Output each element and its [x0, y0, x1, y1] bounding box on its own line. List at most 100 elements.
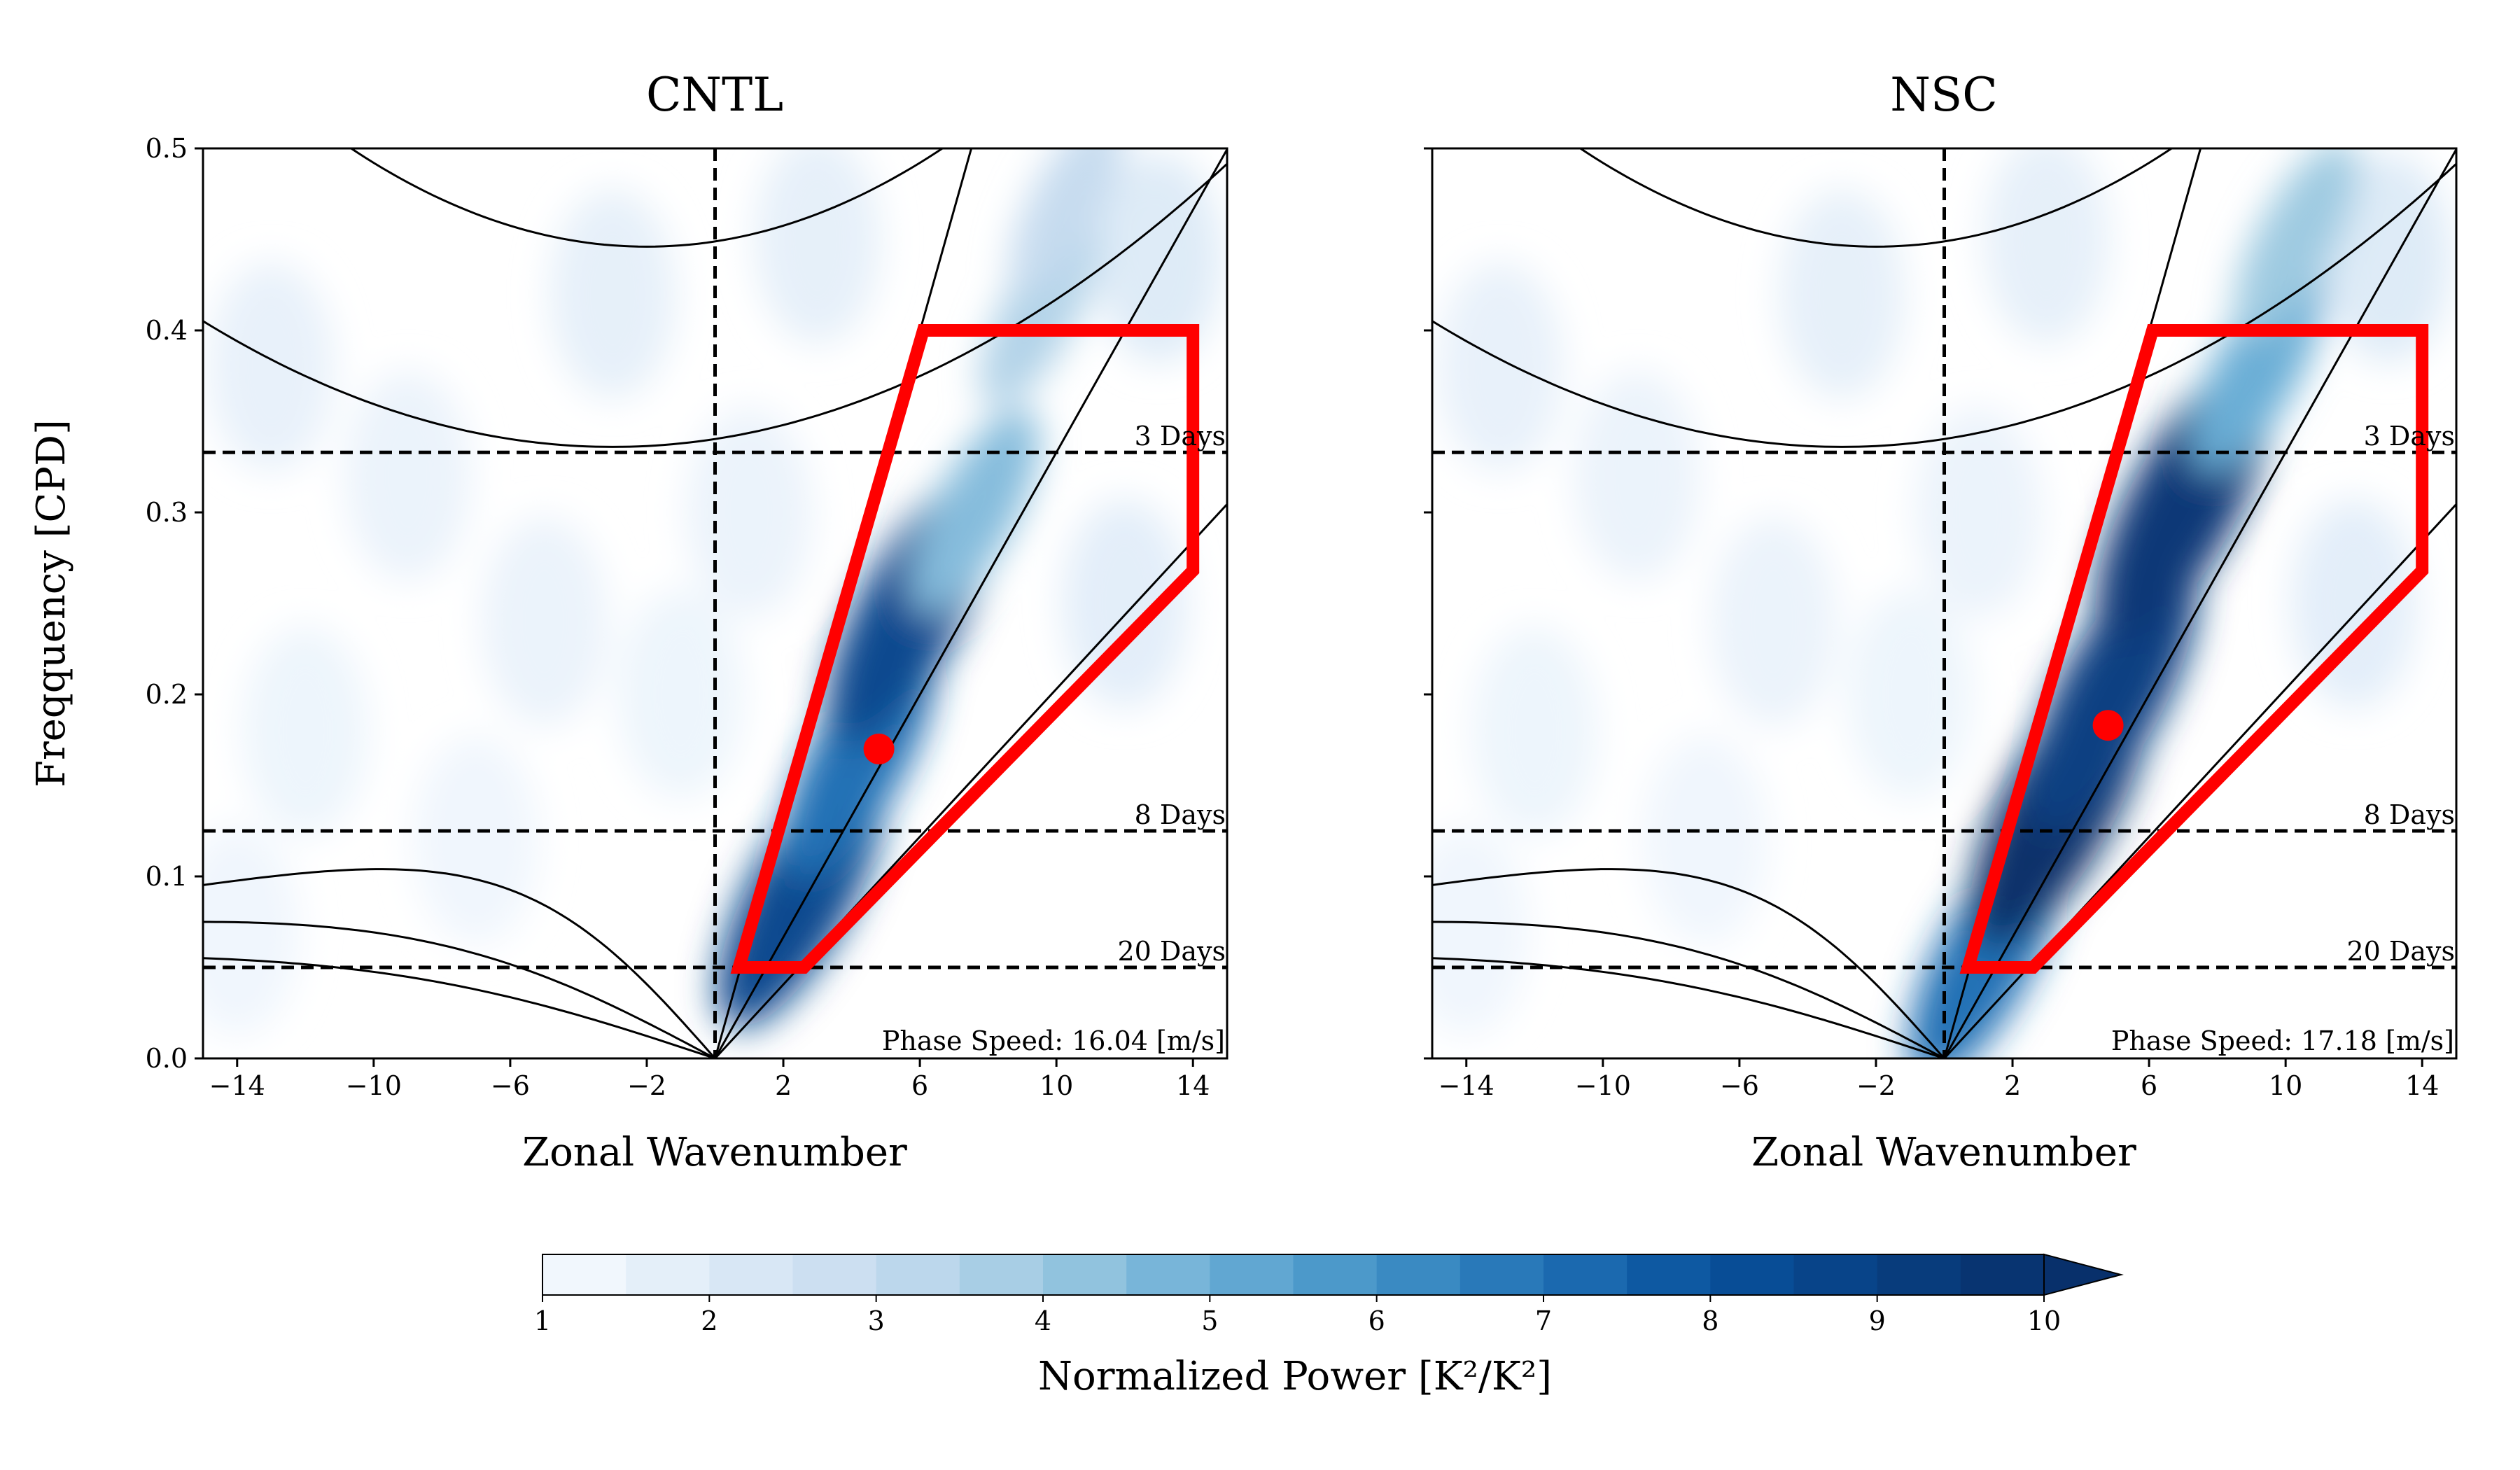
analysis-box — [730, 324, 1200, 974]
x-tick-label: 14 — [2405, 1070, 2439, 1101]
background-power-spot — [686, 407, 813, 617]
colorbar-label: Normalized Power [K²/K²] — [1038, 1354, 1552, 1399]
power-field — [1432, 148, 2451, 1058]
background-power-spot — [1642, 735, 1769, 945]
background-power-spot — [413, 735, 540, 945]
x-tick-label: −14 — [1438, 1070, 1494, 1101]
panel-cntl: CNTL 3 Days 8 Days 20 Days Phase Speed: 16… — [146, 68, 1228, 1175]
background-power-spot — [2325, 153, 2451, 363]
x-tick-label: 10 — [2269, 1070, 2302, 1101]
background-power-spot — [1574, 371, 1700, 581]
x-axis-label: Zonal Wavenumber — [1751, 1130, 2136, 1175]
background-power-spot — [1710, 517, 1837, 727]
y-tick-label: 0.3 — [146, 497, 188, 528]
background-power-spot — [1471, 626, 1598, 836]
background-power-spot — [481, 517, 608, 727]
background-power-spot — [550, 189, 676, 399]
background-power-spot — [1432, 826, 1530, 1036]
colorbar-swatch — [1210, 1254, 1294, 1295]
colorbar-swatches — [542, 1254, 2045, 1295]
x-tick-label: 2 — [775, 1070, 792, 1101]
power-blob — [2191, 260, 2325, 474]
rossby-curve — [203, 920, 716, 1058]
period-labels: 3 Days 8 Days 20 Days — [1117, 421, 1226, 967]
background-power-spot — [1847, 589, 1973, 799]
y-tick-label: 0.5 — [146, 133, 188, 164]
y-tick-label: 0.2 — [146, 679, 188, 710]
background-power-spot — [203, 826, 300, 1036]
colorbar-extend-arrow — [2043, 1253, 2124, 1296]
colorbar-tick-label: 8 — [1702, 1306, 1718, 1336]
ig-curve-n2 — [349, 148, 945, 248]
colorbar-swatch — [1544, 1254, 1628, 1295]
peak-point — [863, 734, 895, 764]
ig-curve-n1 — [1432, 162, 2456, 448]
panel-title: NSC — [1890, 68, 1997, 122]
x-tick-label: −10 — [1575, 1070, 1631, 1101]
power-blob — [909, 409, 1040, 616]
colorbar-swatch — [1793, 1254, 1878, 1295]
colorbar: 1 2 3 4 5 6 7 8 9 10 Normalized Power [K²/K²] — [534, 1253, 2124, 1399]
background-power-spot — [2290, 498, 2417, 708]
background-power-spot — [344, 371, 471, 581]
colorbar-swatch — [1126, 1254, 1210, 1295]
period-label: 20 Days — [2346, 936, 2455, 967]
rossby-curve — [1432, 957, 1945, 1058]
background-power-spot — [617, 589, 744, 799]
colorbar-swatch — [1960, 1254, 2045, 1295]
colorbar-swatch — [1043, 1254, 1127, 1295]
axes-frame — [1431, 147, 2458, 1060]
rossby-curve — [203, 868, 716, 1058]
y-tick-label: 0.0 — [146, 1043, 188, 1074]
colorbar-tick-label: 7 — [1535, 1306, 1552, 1336]
period-label: 3 Days — [1135, 421, 1226, 451]
ig-curve-n1 — [203, 162, 1227, 448]
x-tick-label: 14 — [1176, 1070, 1210, 1101]
x-axis-label: Zonal Wavenumber — [522, 1130, 907, 1175]
y-ticks: 0.0 0.1 0.2 0.3 0.4 0.5 — [146, 133, 203, 1074]
period-label: 8 Days — [2364, 799, 2455, 830]
colorbar-tick-label: 4 — [1035, 1306, 1051, 1336]
background-power-spot — [1779, 189, 1905, 399]
colorbar-swatch — [626, 1254, 710, 1295]
background-power-spot — [1437, 262, 1564, 472]
period-label: 20 Days — [1117, 936, 1226, 967]
colorbar-tick-label: 10 — [2027, 1306, 2061, 1336]
power-field — [203, 148, 1222, 1036]
x-tick-label: −2 — [1856, 1070, 1896, 1101]
power-blob — [1009, 148, 1125, 295]
ig-curve-n2 — [1578, 148, 2174, 248]
colorbar-swatch — [1293, 1254, 1378, 1295]
kelvin-line — [714, 148, 1227, 1058]
colorbar-ticks: 1 2 3 4 5 6 7 8 9 10 — [534, 1295, 2061, 1336]
colorbar-swatch — [542, 1254, 626, 1295]
colorbar-frame — [542, 1254, 2045, 1296]
phase-speed-text: Phase Speed: 16.04 [m/s] — [882, 1026, 1225, 1056]
kelvin-line — [1943, 148, 2456, 1058]
x-ticks: −14 −10 −6 −2 2 6 10 14 — [209, 1058, 1210, 1101]
y-ticks — [1424, 147, 1432, 1060]
peak-point — [2092, 710, 2124, 741]
y-axis-label: Freqquency [CPD] — [29, 419, 74, 788]
colorbar-swatch — [792, 1254, 877, 1295]
x-tick-label: 2 — [2004, 1070, 2021, 1101]
x-tick-label: −6 — [491, 1070, 530, 1101]
axes-frame — [202, 147, 1228, 1060]
colorbar-swatch — [1627, 1254, 1711, 1295]
background-power-spot — [1096, 153, 1222, 363]
colorbar-tick-label: 3 — [868, 1306, 885, 1336]
rossby-curve — [203, 957, 715, 1058]
analysis-box — [1959, 324, 2429, 974]
x-tick-label: 6 — [911, 1070, 928, 1101]
background-power-spot — [1983, 148, 2110, 344]
power-blob — [979, 216, 1100, 408]
colorbar-tick-label: 6 — [1368, 1306, 1385, 1336]
rossby-curve — [1432, 920, 1945, 1058]
colorbar-swatch — [1877, 1254, 1961, 1295]
period-label: 8 Days — [1135, 799, 1226, 830]
x-ticks: −14 −10 −6 −2 2 6 10 14 — [1438, 1058, 2439, 1101]
colorbar-swatch — [709, 1254, 793, 1295]
colorbar-swatch — [876, 1254, 960, 1295]
colorbar-swatch — [1376, 1254, 1461, 1295]
